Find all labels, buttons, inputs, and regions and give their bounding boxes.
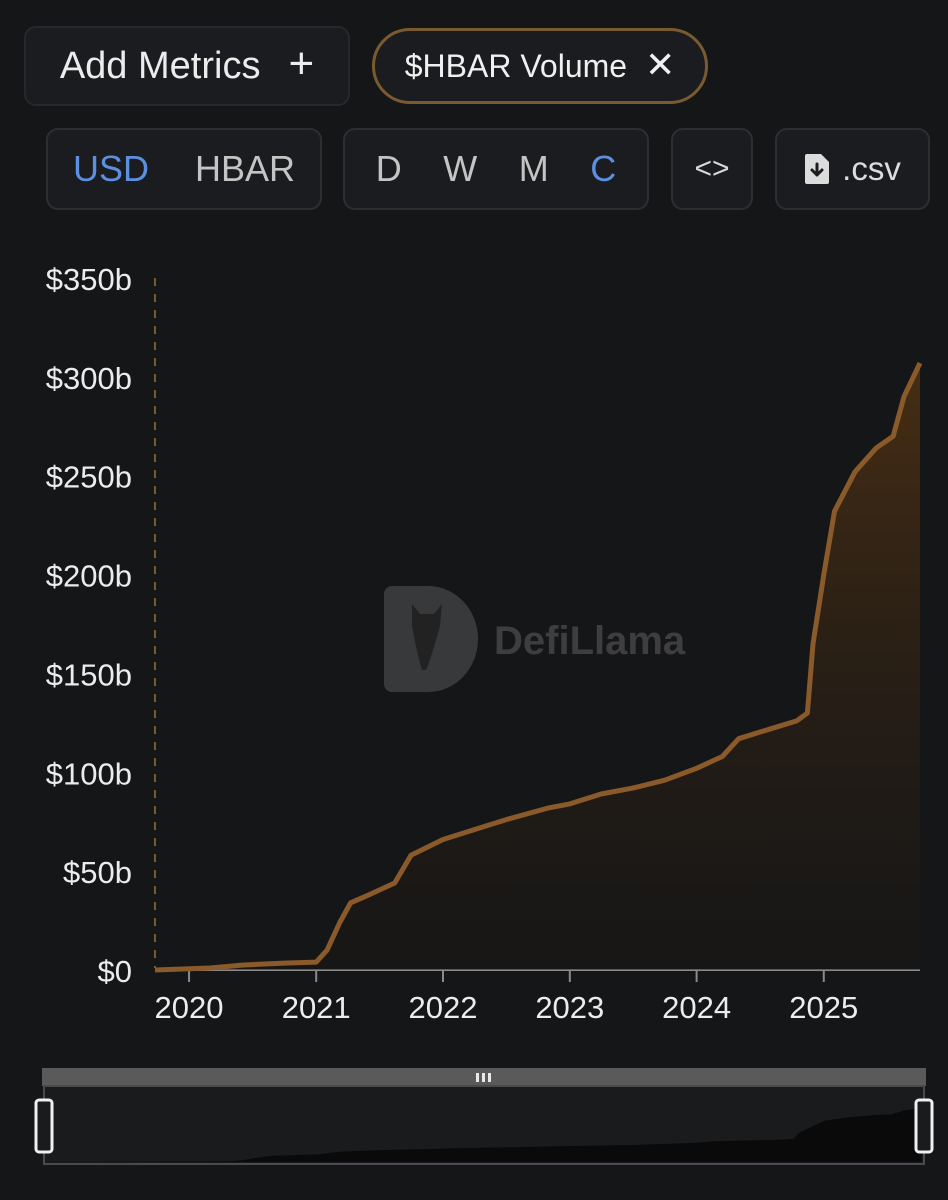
range-handle-right[interactable] [914, 1098, 934, 1154]
series-line [154, 361, 923, 973]
x-tick-label: 2025 [789, 990, 858, 1025]
defillama-logo-icon [384, 586, 478, 692]
defillama-watermark: DefiLlama [384, 586, 686, 692]
add-metrics-label: Add Metrics [59, 44, 261, 87]
embed-button[interactable]: <> [671, 128, 753, 210]
csv-label: .csv [842, 150, 901, 187]
y-tick-label: $50b [63, 855, 132, 890]
watermark-text: DefiLlama [494, 619, 686, 663]
x-tick-label: 2024 [662, 990, 731, 1025]
add-metrics-button[interactable]: Add Metrics + [24, 26, 350, 106]
y-tick-label: $150b [46, 657, 132, 692]
denomination-option-hbar[interactable]: HBAR [194, 148, 296, 189]
range-selector[interactable] [34, 1068, 934, 1165]
series-area-fill [155, 363, 920, 970]
x-tick-label: 2021 [282, 990, 351, 1025]
plus-icon: + [288, 39, 315, 88]
range-selector-preview [46, 1107, 922, 1162]
y-tick-label: $350b [46, 262, 132, 297]
period-option-monthly[interactable]: M [518, 148, 549, 189]
period-toggle: D W M C [343, 128, 649, 210]
period-option-cumulative[interactable]: C [590, 148, 617, 189]
y-axis: $0 $50b $100b $150b $200b $250b $300b $350b [46, 262, 132, 989]
denomination-toggle: USD HBAR [46, 128, 322, 210]
period-option-daily[interactable]: D [375, 148, 402, 189]
x-axis: 2020 2021 2022 2023 2024 2025 [155, 970, 858, 1025]
close-icon[interactable]: ✕ [645, 44, 676, 85]
y-tick-label: $0 [98, 954, 132, 989]
file-download-icon [805, 154, 830, 184]
code-icon: <> [694, 152, 730, 185]
range-handle-left[interactable] [34, 1098, 54, 1154]
y-tick-label: $300b [46, 361, 132, 396]
metric-chip-hbar-volume[interactable]: $HBAR Volume ✕ [372, 28, 708, 104]
metric-chip-label: $HBAR Volume [404, 47, 628, 84]
y-tick-label: $100b [46, 756, 132, 791]
download-csv-button[interactable]: .csv [775, 128, 930, 210]
x-tick-label: 2022 [409, 990, 478, 1025]
denomination-option-usd[interactable]: USD [72, 148, 149, 189]
y-tick-label: $250b [46, 460, 132, 495]
x-tick-label: 2023 [535, 990, 604, 1025]
y-tick-label: $200b [46, 559, 132, 594]
period-option-weekly[interactable]: W [443, 148, 478, 189]
grip-icon[interactable] [476, 1073, 491, 1082]
x-tick-label: 2020 [155, 990, 224, 1025]
